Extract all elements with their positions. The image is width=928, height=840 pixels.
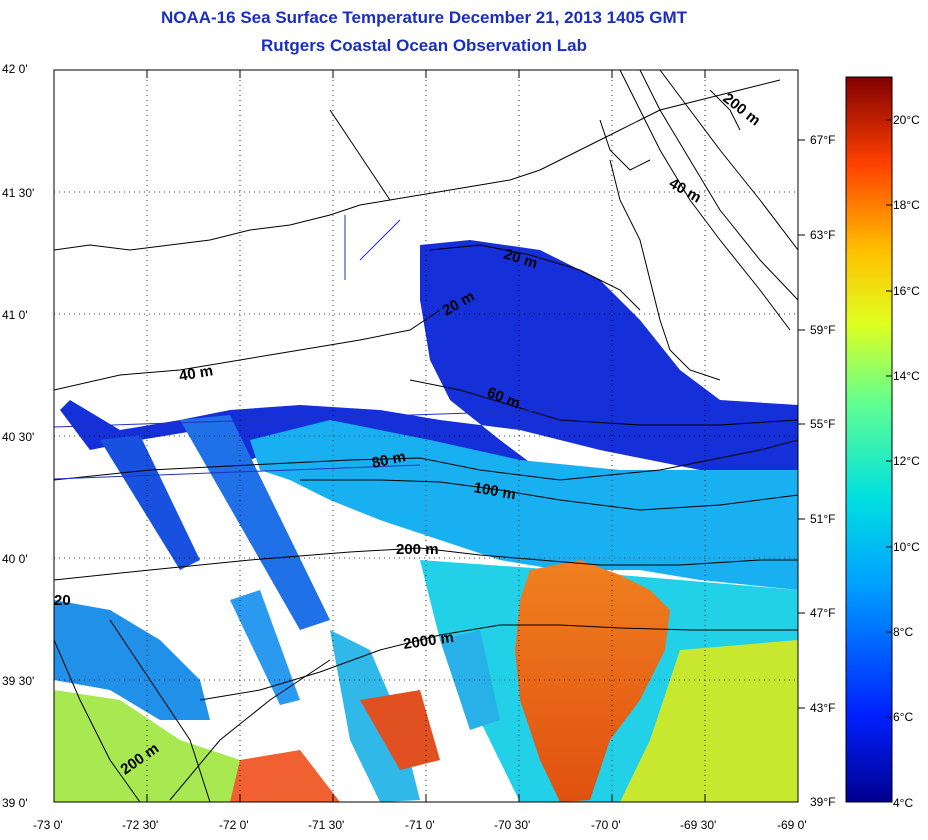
colorbar-label-20c: 20°C bbox=[893, 113, 920, 127]
contour-label-2000m: 2000 m bbox=[402, 629, 455, 653]
contour-2000m bbox=[199, 624, 798, 701]
lat-label-41-0: 41 0' bbox=[2, 308, 28, 322]
lon-label-71-0: -71 0' bbox=[405, 818, 435, 832]
fahrenheit-label-67: 67°F bbox=[810, 133, 836, 147]
contour-label-80m: 80 m bbox=[370, 448, 407, 472]
contour-40m bbox=[54, 309, 441, 391]
fahrenheit-label-39: 39°F bbox=[810, 795, 836, 809]
sst-warm-core bbox=[515, 560, 670, 802]
sst-region-mid bbox=[250, 420, 798, 590]
map-subtitle: Rutgers Coastal Ocean Observation Lab bbox=[261, 36, 587, 55]
lat-label-42-0: 42 0' bbox=[2, 62, 28, 76]
coastline bbox=[54, 79, 781, 251]
colorbar-label-6c: 6°C bbox=[893, 710, 914, 724]
contour-60m bbox=[409, 379, 798, 426]
colorbar-label-14c: 14°C bbox=[893, 369, 920, 383]
fahrenheit-label-55: 55°F bbox=[810, 417, 836, 431]
contour-80m bbox=[54, 439, 798, 481]
colorbar-label-16c: 16°C bbox=[893, 284, 920, 298]
fahrenheit-label-63: 63°F bbox=[810, 228, 836, 242]
colorbar-ticks bbox=[886, 119, 892, 718]
lon-label-70-0: -70 0' bbox=[591, 818, 621, 832]
contour-100m bbox=[300, 479, 798, 511]
lat-label-39-30: 39 30' bbox=[2, 674, 35, 688]
lon-label-72-0: -72 0' bbox=[219, 818, 249, 832]
sst-imagery bbox=[54, 240, 798, 802]
lon-label-69-30: -69 30' bbox=[680, 818, 717, 832]
contour-label-40m-ne: 40 m bbox=[666, 175, 704, 207]
lon-label-73-0: -73 0' bbox=[33, 818, 63, 832]
fahrenheit-label-51: 51°F bbox=[810, 512, 836, 526]
lat-label-40-0: 40 0' bbox=[2, 552, 28, 566]
fahrenheit-label-59: 59°F bbox=[810, 323, 836, 337]
coastline-and-contours bbox=[54, 70, 798, 802]
lat-lon-grid bbox=[54, 70, 798, 802]
lon-label-70-30: -70 30' bbox=[494, 818, 531, 832]
sst-region-warm-south bbox=[620, 640, 798, 802]
lat-label-41-30: 41 30' bbox=[2, 186, 35, 200]
colorbar-label-10c: 10°C bbox=[893, 540, 920, 554]
map-title: NOAA-16 Sea Surface Temperature December… bbox=[161, 8, 687, 27]
lon-label-69-0: -69 0' bbox=[777, 818, 807, 832]
colorbar bbox=[845, 76, 893, 803]
sst-region-sw-blue bbox=[54, 600, 210, 720]
sst-region-warm-sw bbox=[54, 690, 280, 802]
colorbar-label-4c: 4°C bbox=[893, 796, 914, 810]
colorbar-label-18c: 18°C bbox=[893, 198, 920, 212]
contour-label-200m-ne: 200 m bbox=[720, 90, 764, 130]
reference-lines bbox=[54, 215, 561, 480]
lon-label-71-30: -71 30' bbox=[308, 818, 345, 832]
fahrenheit-label-43: 43°F bbox=[810, 701, 836, 715]
contour-label-40m-w: 40 m bbox=[178, 362, 215, 385]
contour-20m bbox=[429, 244, 641, 311]
contour-label-200m-mid: 200 m bbox=[396, 541, 439, 558]
contour-200m bbox=[54, 547, 798, 581]
lon-label-72-30: -72 30' bbox=[122, 818, 159, 832]
colorbar-label-12c: 12°C bbox=[893, 454, 920, 468]
fahrenheit-label-47: 47°F bbox=[810, 606, 836, 620]
lat-label-40-30: 40 30' bbox=[2, 430, 35, 444]
contour-label-20-sw: 20 bbox=[54, 592, 71, 609]
colorbar-label-8c: 8°C bbox=[893, 625, 914, 639]
lat-label-39-0: 39 0' bbox=[2, 796, 28, 810]
frame-ticks bbox=[53, 70, 805, 802]
